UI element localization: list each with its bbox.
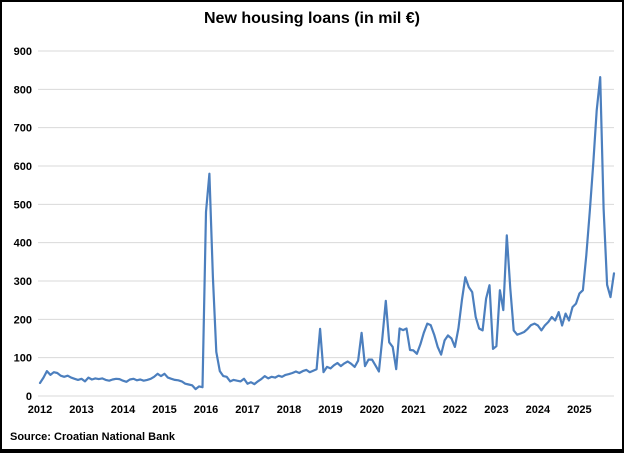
x-tick-label: 2015 (152, 404, 176, 416)
y-tick-label: 200 (14, 314, 32, 326)
chart-title: New housing loans (in mil €) (203, 10, 420, 27)
x-tick-label: 2014 (111, 404, 136, 416)
x-tick-label: 2020 (360, 404, 384, 416)
y-tick-label: 100 (14, 353, 32, 365)
x-tick-label: 2025 (567, 404, 591, 416)
x-tick-label: 2022 (443, 404, 467, 416)
x-tick-label: 2012 (28, 404, 52, 416)
y-tick-label: 0 (26, 391, 32, 403)
source-caption: Source: Croatian National Bank (10, 431, 176, 443)
x-tick-label: 2021 (401, 404, 425, 416)
x-tick-label: 2023 (484, 404, 508, 416)
x-tick-label: 2016 (194, 404, 218, 416)
y-tick-label: 400 (14, 238, 32, 250)
x-tick-label: 2013 (69, 404, 93, 416)
y-tick-label: 900 (14, 46, 32, 58)
x-tick-label: 2018 (277, 404, 301, 416)
housing-loans-line (38, 75, 616, 391)
y-tick-label: 700 (14, 123, 32, 135)
y-tick-label: 800 (14, 84, 32, 96)
x-tick-label: 2017 (235, 404, 259, 416)
y-tick-label: 500 (14, 199, 32, 211)
y-tick-label: 600 (14, 161, 32, 173)
x-tick-label: 2019 (318, 404, 342, 416)
y-tick-label: 300 (14, 276, 32, 288)
x-tick-label: 2024 (526, 404, 551, 416)
